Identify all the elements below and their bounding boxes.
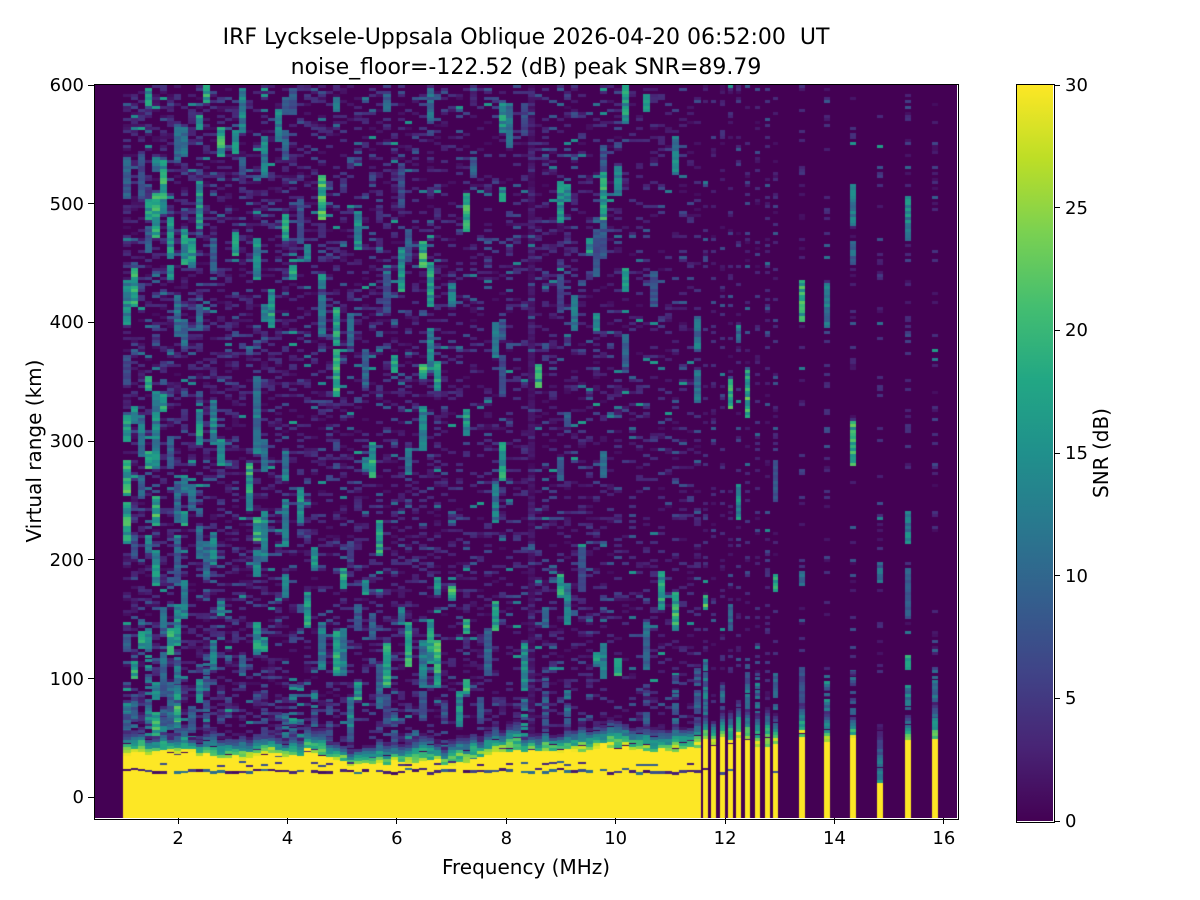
- x-axis-label: Frequency (MHz): [441, 855, 611, 879]
- colorbar-tick-label: 10: [1065, 565, 1088, 587]
- colorbar-tick-mark: [1054, 84, 1060, 86]
- y-tick-mark: [88, 796, 95, 798]
- x-tick-label: 6: [391, 828, 403, 849]
- y-tick-label: 400: [49, 312, 84, 334]
- x-tick-label: 2: [172, 828, 184, 849]
- colorbar-frame: [1016, 84, 1055, 823]
- x-tick-mark: [833, 818, 835, 824]
- colorbar-tick-label: 20: [1065, 320, 1088, 342]
- colorbar-tick-label: 25: [1065, 197, 1088, 219]
- x-tick-label: 10: [604, 828, 628, 849]
- x-tick-mark: [177, 818, 179, 824]
- colorbar-tick-label: 30: [1065, 75, 1088, 96]
- x-tick-label: 16: [932, 828, 956, 849]
- chart-title-line2: noise_floor=-122.52 (dB) peak SNR=89.79: [290, 55, 762, 80]
- colorbar-tick-mark: [1054, 575, 1060, 577]
- colorbar-tick-label: 0: [1065, 811, 1077, 832]
- y-tick-mark: [88, 84, 95, 86]
- x-tick-label: 4: [281, 828, 294, 849]
- y-tick-label: 500: [49, 193, 84, 215]
- colorbar-gradient: [1017, 85, 1053, 821]
- x-tick-label: 14: [823, 828, 846, 849]
- colorbar-tick-mark: [1054, 820, 1060, 822]
- x-tick-label: 8: [500, 828, 513, 849]
- colorbar-label: SNR (dB): [1089, 408, 1113, 498]
- colorbar-tick-label: 5: [1065, 688, 1077, 710]
- y-tick-label: 100: [49, 668, 84, 690]
- x-tick-label: 12: [713, 828, 737, 849]
- x-tick-mark: [615, 818, 617, 824]
- y-tick-mark: [88, 203, 95, 205]
- y-tick-mark: [88, 678, 95, 680]
- x-tick-mark: [724, 818, 726, 824]
- y-tick-mark: [88, 559, 95, 561]
- x-tick-mark: [943, 818, 945, 824]
- y-tick-mark: [88, 440, 95, 442]
- x-tick-mark: [505, 818, 507, 824]
- colorbar-tick-mark: [1054, 207, 1060, 209]
- y-tick-label: 300: [49, 431, 84, 453]
- ionogram-heatmap: [95, 85, 957, 818]
- y-tick-label: 600: [49, 75, 84, 96]
- colorbar-tick-label: 15: [1065, 443, 1088, 464]
- y-tick-label: 200: [49, 549, 84, 571]
- chart-title-line1: IRF Lycksele-Uppsala Oblique 2026-04-20 …: [222, 25, 830, 50]
- colorbar-tick-mark: [1054, 452, 1060, 454]
- x-tick-mark: [396, 818, 398, 824]
- y-tick-mark: [88, 321, 95, 323]
- x-tick-mark: [287, 818, 289, 824]
- colorbar-tick-mark: [1054, 329, 1060, 331]
- y-tick-label: 0: [72, 787, 84, 809]
- colorbar-tick-mark: [1054, 697, 1060, 699]
